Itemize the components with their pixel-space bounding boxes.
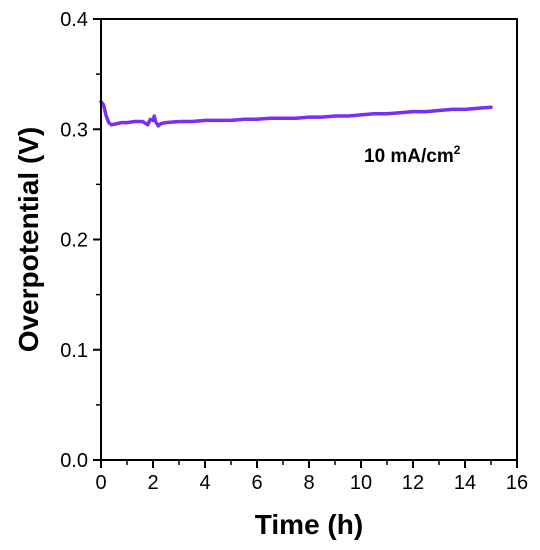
y-tick-label: 0.0 <box>60 450 88 472</box>
x-tick-label: 14 <box>454 472 476 494</box>
y-axis-title: Overpotential (V) <box>13 127 44 353</box>
plot-area <box>99 99 493 128</box>
series-line-0 <box>99 99 493 128</box>
y-tick-label: 0.4 <box>60 9 88 31</box>
x-tick-label: 4 <box>199 472 210 494</box>
y-tick-label: 0.1 <box>60 340 88 362</box>
x-tick-label: 16 <box>506 472 528 494</box>
current-density-annotation: 10 mA/cm2 <box>364 143 461 167</box>
y-tick-label: 0.3 <box>60 119 88 141</box>
x-tick-label: 10 <box>350 472 372 494</box>
y-tick-label: 0.2 <box>60 230 88 252</box>
x-tick-label: 8 <box>303 472 314 494</box>
x-axis-title: Time (h) <box>255 509 363 540</box>
x-tick-label: 12 <box>402 472 424 494</box>
annotation-superscript: 2 <box>454 143 461 157</box>
axis-ticks <box>93 18 518 468</box>
x-tick-label: 2 <box>147 472 158 494</box>
plot-frame <box>100 18 518 461</box>
x-tick-label: 6 <box>251 472 262 494</box>
tick-labels: 0 2 4 6 8 10 12 14 16 0.0 0.1 0.2 0.3 0.4 <box>60 9 528 494</box>
x-tick-label: 0 <box>95 472 106 494</box>
annotation-text: 10 mA/cm <box>364 146 454 167</box>
